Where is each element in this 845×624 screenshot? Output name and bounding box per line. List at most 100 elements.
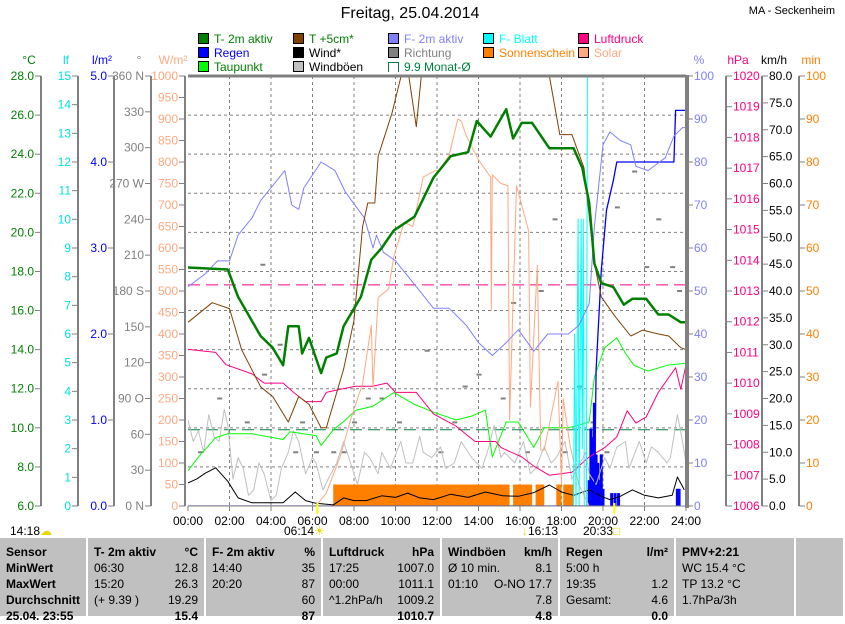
cell-value: 1.2 [651, 577, 668, 591]
table-cell: F- 2m aktiv% [206, 544, 321, 560]
legend-label: 9.9 Monat-Ø [404, 60, 471, 74]
moon-cloud-icon: ☁ [40, 524, 53, 538]
axis-tick-label: 12 [58, 155, 72, 169]
legend-swatch [388, 33, 399, 44]
axis-tick-label: 20.0 [11, 225, 35, 239]
cell-label: MaxWert [6, 577, 56, 591]
series-taupunkt [188, 337, 686, 472]
table-cell: 0.0 [560, 608, 674, 624]
axis-tick-label: 6.0 [17, 499, 34, 513]
axis-tick-label: 1012 [733, 315, 760, 329]
axis-tick-label: 120 [124, 356, 144, 370]
cell-label: (+ 9.39 ) [94, 593, 140, 607]
axis-tick-label: 20 [806, 413, 820, 427]
rain-bar [591, 437, 595, 506]
axis-tick-label: 1007 [733, 468, 760, 482]
legend-label: Luftdruck [594, 32, 644, 46]
direction-point [331, 451, 337, 454]
axis-tick-label: 10.0 [11, 421, 35, 435]
rain-bar [598, 480, 602, 506]
cell-value: 1007.0 [397, 561, 434, 575]
cell-value: km/h [523, 545, 552, 559]
table-cell: 1010.7 [323, 608, 440, 624]
axis-tick-label: 600 [158, 241, 178, 255]
cell-value: 7.8 [535, 593, 552, 607]
direction-point [562, 451, 568, 454]
axis-tick-label: 950 [158, 91, 178, 105]
direction-point [262, 373, 268, 376]
axis-tick-label: 1000 [151, 69, 178, 83]
cell-label: Gesamt: [566, 593, 612, 607]
axis-tick-label: 35.0 [769, 311, 793, 325]
astro-time-label: 16:13 [528, 524, 559, 538]
axis-tick-label: 60 [806, 241, 820, 255]
rain-bar [596, 463, 600, 506]
axis-tick-label: 16.0 [11, 304, 35, 318]
table-column: T- 2m aktiv °C 06:30 12.8 15:20 26.3 (+ 9.39 )… [88, 538, 206, 623]
axis-tick-label: 40.0 [769, 284, 793, 298]
cell-value: l/m² [646, 545, 668, 559]
x-tick-label: 12:00 [422, 514, 452, 528]
axis-tick-label: 500 [158, 284, 178, 298]
x-tick-label: 04:00 [256, 514, 286, 528]
legend-item: Sonnenschein [483, 46, 575, 60]
table-cell: 14:40 35 [206, 560, 321, 576]
sunset-icon: □ [613, 524, 621, 538]
axis-tick-label: 1019 [733, 100, 760, 114]
x-tick-label: 10:00 [380, 514, 410, 528]
cell-label: 19:35 [566, 577, 597, 591]
table-column: PMV+2:21 WC 15.4 °C TP 13.2 °C 1.7hPa/3h [676, 538, 796, 616]
legend-label: F- 2m aktiv [404, 32, 464, 46]
direction-point [365, 397, 371, 400]
cell-label: Durchschnitt [6, 593, 81, 607]
legend-item: 9.9 Monat-Ø [388, 60, 471, 74]
sunrise-icon: ☀ [314, 524, 325, 538]
cell-label: 20:20 [212, 577, 243, 591]
table-cell: 5:00 h [560, 560, 674, 576]
x-tick-label: 16:00 [505, 514, 535, 528]
legend-label: T +5cm* [309, 32, 354, 46]
axis-tick-label: 4 [64, 384, 71, 398]
axis-tick-label: 150 [158, 435, 178, 449]
axis-unit-label: km/h [761, 53, 787, 67]
cell-label: 5:00 h [566, 561, 600, 575]
cell-value: 4.8 [535, 609, 552, 623]
astro-time: ↓16:13 [522, 524, 558, 538]
legend-swatch [483, 33, 494, 44]
axis-tick-label: 28.0 [11, 69, 35, 83]
cell-label: WC 15.4 °C [682, 561, 746, 575]
axis-tick-label: 75.0 [769, 96, 793, 110]
legend-swatch [578, 33, 589, 44]
cell-value: °C [184, 545, 198, 559]
direction-point [604, 451, 610, 454]
table-column: F- 2m aktiv% 14:40 35 20:20 87 60 87 [206, 538, 323, 623]
axis-tick-label: 50 [165, 478, 179, 492]
series-t-5cm [188, 76, 686, 429]
direction-point [576, 385, 582, 388]
axis-solar: 0 50 100 150 200 250 300 350 400 450 500 550 600 650 7… [151, 53, 187, 513]
axis-tick-label: 210 [124, 248, 144, 262]
axis-tick-label: 13 [58, 126, 72, 140]
axis-unit-label: W/m² [159, 53, 188, 67]
astro-time: 20:33□ [583, 524, 620, 538]
axis-tick-label: 700 [158, 198, 178, 212]
x-tick-label: 24:00 [671, 514, 701, 528]
axis-tick-label: 10 [806, 456, 820, 470]
cell-value: 60 [301, 593, 315, 607]
axis-tick-label: 1006 [733, 499, 760, 513]
sunshine-bar [556, 484, 562, 506]
axis-unit-label: min [801, 53, 820, 67]
cell-value: 1010.7 [397, 609, 434, 623]
legend-item: Taupunkt [198, 60, 263, 74]
axis-tick-label: 14 [58, 98, 72, 112]
table-cell: 00:00 1011.1 [323, 576, 440, 592]
axis-tick-label: 70.0 [769, 123, 793, 137]
axis-tick-label: 30 [131, 463, 145, 477]
cell-label: Regen [566, 545, 603, 559]
axis-tick-label: 25.0 [769, 365, 793, 379]
direction-point [614, 206, 620, 209]
sunshine-bar [535, 484, 545, 506]
series-f-blatt [188, 76, 686, 506]
axis-tick-label: 80.0 [769, 69, 793, 83]
axis-tick-label: 20.0 [769, 392, 793, 406]
